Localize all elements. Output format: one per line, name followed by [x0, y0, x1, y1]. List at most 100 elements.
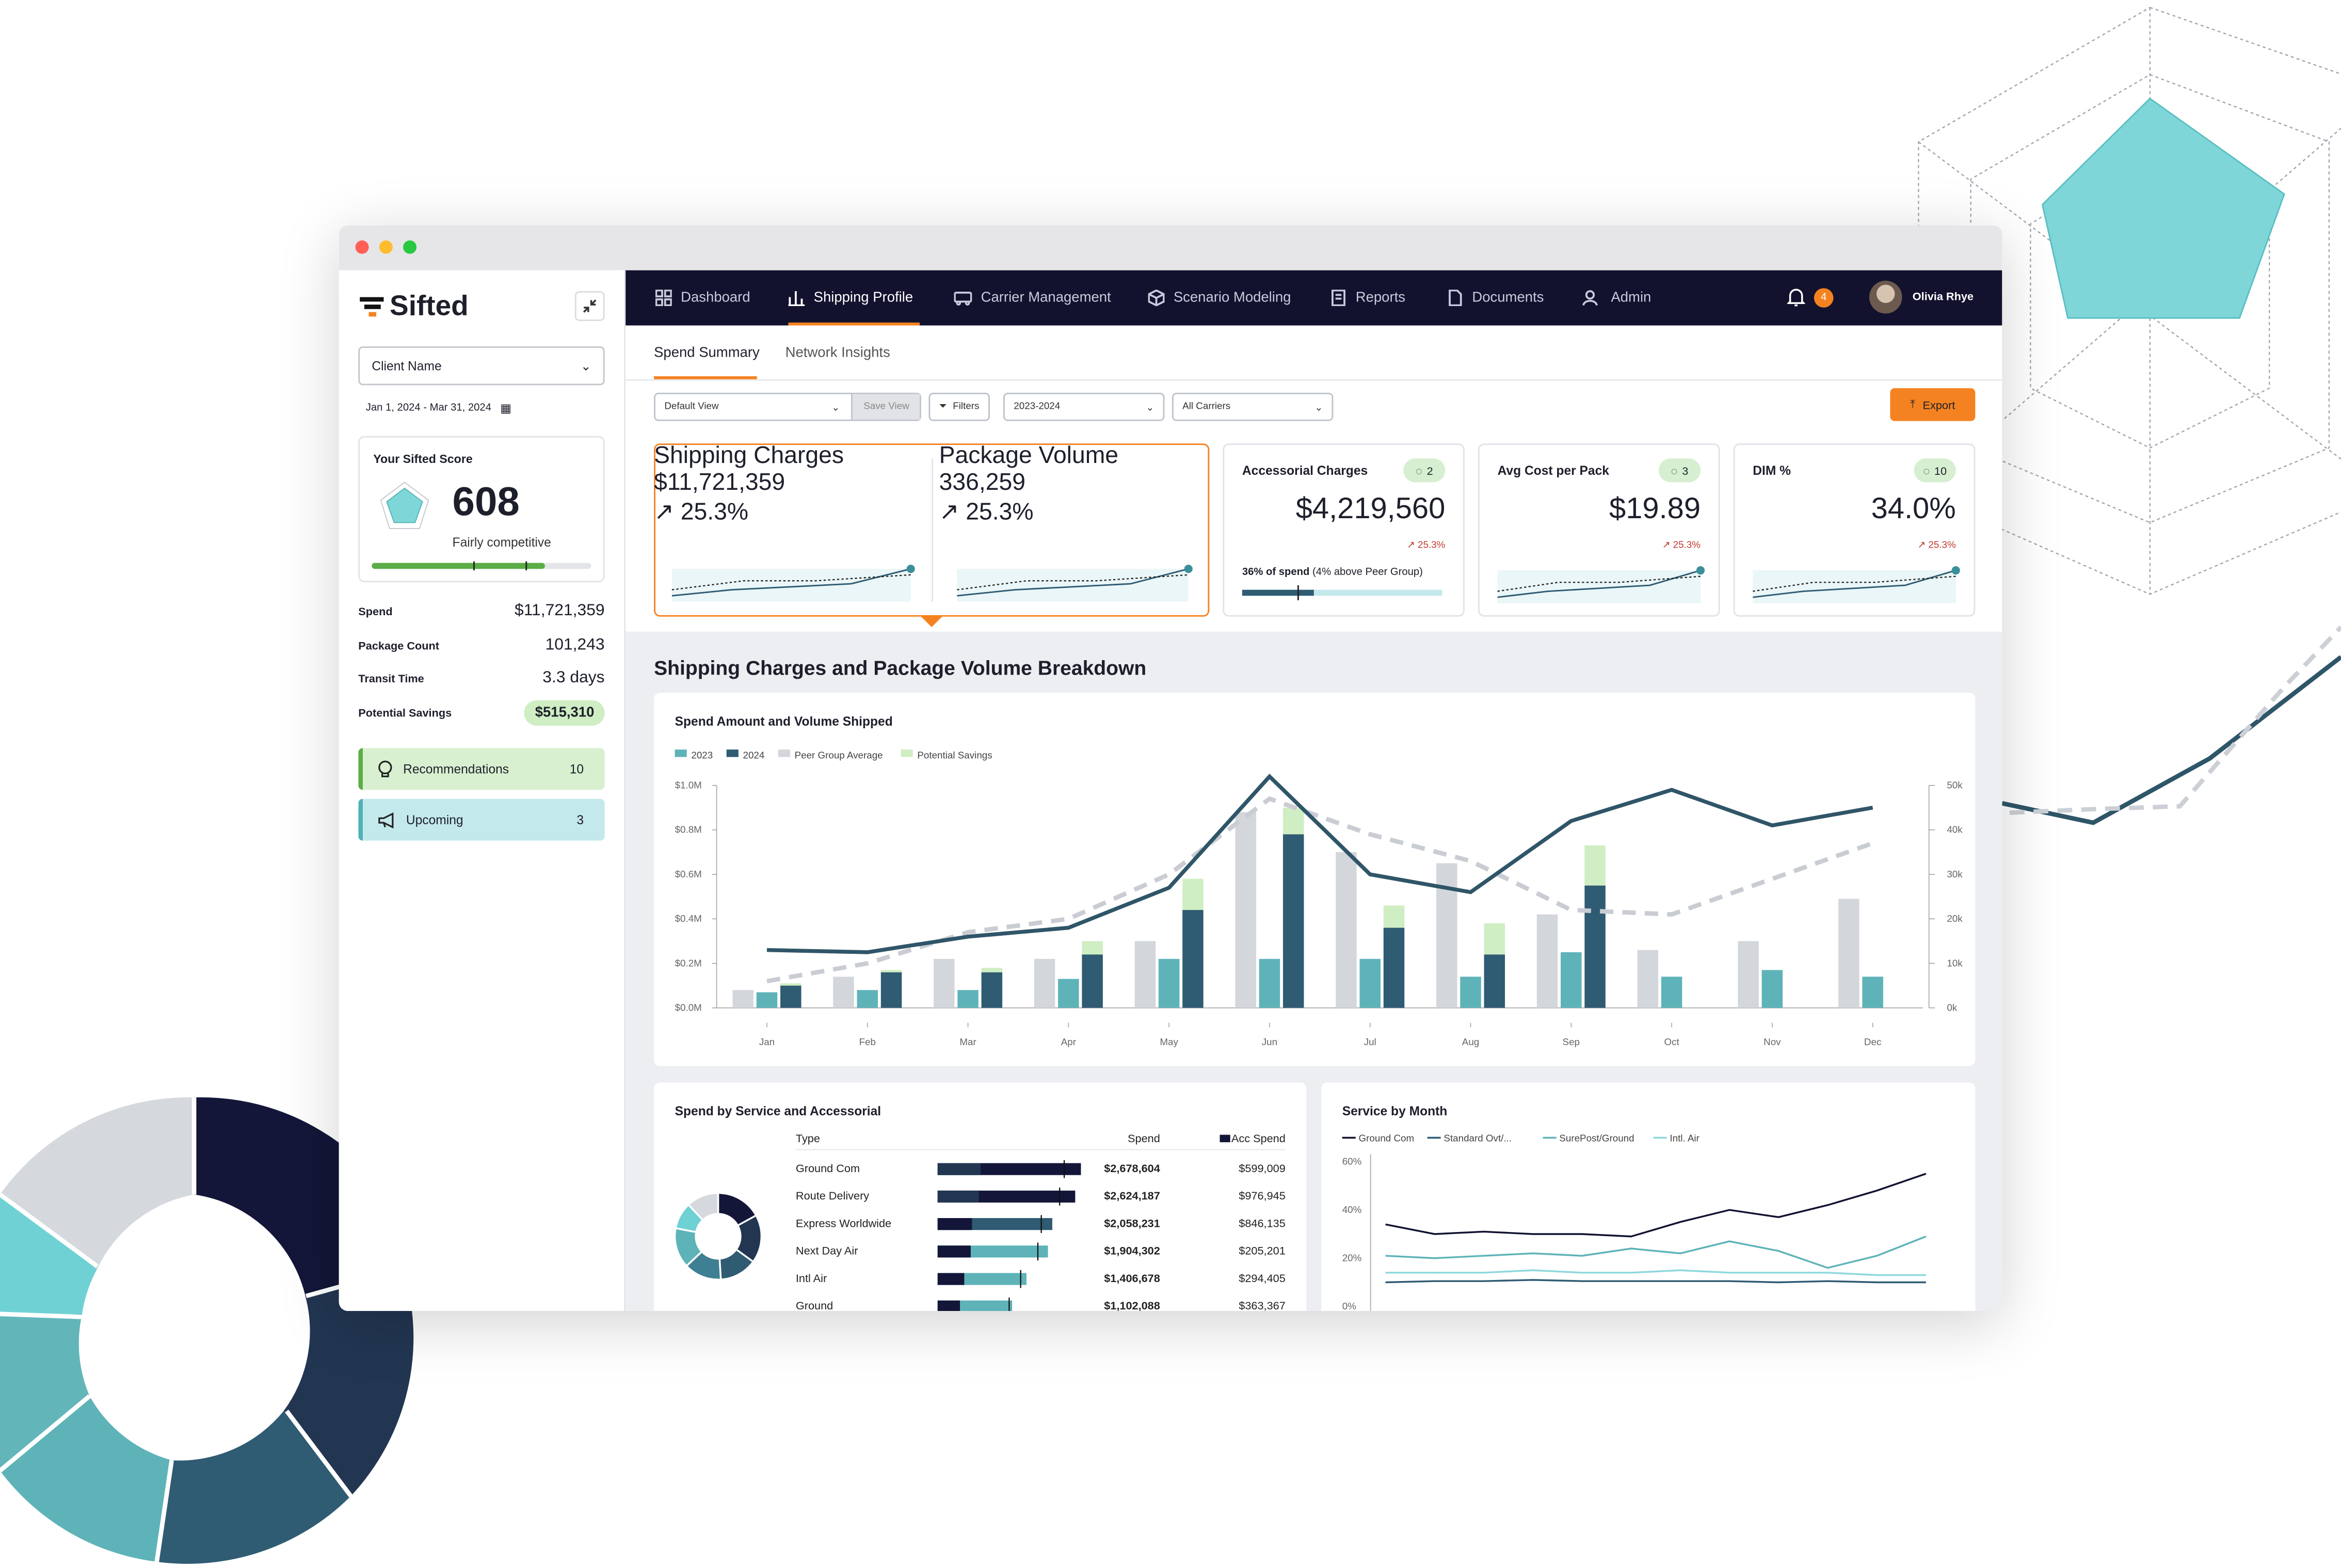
nav-dashboard[interactable]: Dashboard	[655, 270, 750, 326]
divider	[932, 458, 934, 602]
kpi-card[interactable]: Accessorial Charges $4,219,560 ↗ 25.3% ◌ 2 36…	[1223, 443, 1465, 617]
bar-2024	[1282, 834, 1304, 1008]
acc-bar	[937, 1218, 972, 1230]
collapse-sidebar-button[interactable]	[574, 291, 605, 321]
sparkline-line	[957, 568, 1189, 597]
kpi-sparkline	[1753, 566, 1960, 603]
nav-carrier-management[interactable]: Carrier Management	[954, 270, 1111, 326]
bar-2023	[957, 990, 979, 1008]
table-cell-type: Intl Air	[796, 1272, 827, 1285]
view-select[interactable]: Default View ⌄ Save View	[654, 392, 921, 421]
maximize-window-button[interactable]	[403, 240, 417, 254]
y-tick-label: $0.6M	[675, 869, 702, 879]
bar-peer	[1034, 958, 1055, 1008]
kpi-note-bold: 36% of spend	[1242, 567, 1310, 578]
bar-2024	[1182, 910, 1204, 1008]
kpi-title: DIM %	[1753, 462, 1791, 478]
avatar[interactable]	[1869, 280, 1902, 314]
kpi-title: Avg Cost per Pack	[1497, 462, 1609, 478]
tab-spend-summary[interactable]: Spend Summary	[654, 345, 760, 362]
y-tick-label: $0.0M	[675, 1002, 702, 1013]
export-label: Export	[1922, 397, 1955, 411]
sparkline-dot	[1951, 566, 1960, 575]
bar-peer	[833, 977, 854, 1008]
nav-documents[interactable]: Documents	[1447, 270, 1544, 326]
table-header-type: Type	[796, 1132, 820, 1145]
save-view-button[interactable]: Save View	[852, 394, 920, 420]
score-card: Your Sifted Score 608 Fairly competitive	[358, 436, 605, 583]
lightbulb-icon: ◌	[1671, 463, 1678, 477]
filters-button[interactable]: ⏷ Filters	[928, 392, 990, 421]
kpi-badge[interactable]: ◌ 3	[1659, 458, 1701, 483]
export-button[interactable]: ⤒ Export	[1890, 388, 1976, 421]
user-name[interactable]: Olivia Rhye	[1912, 290, 1974, 303]
kpi-value: 34.0%	[1871, 492, 1956, 526]
x-tick-label: Dec	[1864, 1036, 1881, 1047]
notifications-button[interactable]	[1786, 286, 1806, 312]
carrier-select[interactable]: All Carriers ⌄	[1172, 392, 1334, 421]
subtabs: Spend Summary Network Insights	[626, 325, 2002, 381]
stat-package-count: Package Count 101,243	[358, 636, 604, 654]
date-range-text: Jan 1, 2024 - Mar 31, 2024	[365, 403, 491, 414]
savings-badge: $515,310	[524, 700, 605, 726]
kpi-card[interactable]: Avg Cost per Pack $19.89 ↗ 25.3% ◌ 3	[1478, 443, 1720, 617]
kpi-delta: ↗ 25.3%	[1407, 540, 1446, 551]
kpi-card[interactable]: Package Volume 336,259 ↗ 25.3%	[939, 443, 1210, 617]
legend-swatch	[778, 749, 790, 757]
sparkline-dot	[1184, 565, 1193, 573]
kpi-card[interactable]: DIM % 34.0% ↗ 25.3% ◌ 10	[1733, 443, 1976, 617]
kpi-value: $11,721,359	[654, 470, 785, 496]
bar-savings	[880, 970, 902, 972]
table-cell-acc: $846,135	[1239, 1217, 1285, 1229]
kpi-card[interactable]: Shipping Charges $11,721,359 ↗ 25.3%	[654, 443, 932, 617]
client-select-value: Client Name	[372, 358, 442, 374]
stat-label: Potential Savings	[358, 706, 452, 720]
tab-network-insights[interactable]: Network Insights	[785, 345, 890, 362]
table-cell-acc: $205,201	[1239, 1244, 1285, 1257]
kpi-delta: ↗ 25.3%	[654, 500, 748, 526]
legend-label: Peer Group Average	[795, 750, 883, 761]
truck-icon	[954, 292, 972, 306]
kpi-badge-count: 3	[1682, 463, 1689, 477]
nav-admin[interactable]: Admin	[1582, 270, 1651, 326]
y-tick-label: 20%	[1342, 1253, 1362, 1263]
bar-2023	[1359, 958, 1381, 1008]
score-value: 608	[452, 479, 520, 524]
upcoming-button[interactable]: Upcoming 3	[358, 798, 605, 841]
year-select[interactable]: 2023-2024 ⌄	[1003, 392, 1165, 421]
nav-scenario-modeling[interactable]: Scenario Modeling	[1148, 270, 1291, 326]
table-cell-type: Route Delivery	[796, 1189, 869, 1202]
y-tick-label: 0%	[1342, 1301, 1356, 1311]
line-volume	[766, 774, 1873, 954]
score-label: Fairly competitive	[452, 534, 551, 550]
nav-shipping-profile[interactable]: Shipping Profile	[788, 270, 919, 326]
y2-tick-label: 30k	[1947, 869, 1963, 879]
app-window: Sifted Client Name ⌄ Jan 1, 2024 - Mar 3…	[339, 225, 2002, 1311]
kpi-delta: ↗ 25.3%	[1917, 540, 1956, 551]
kpi-sparkline	[671, 565, 915, 602]
bar-peer	[1738, 941, 1759, 1008]
legend-label: 2023	[691, 750, 713, 761]
bar-2023	[1460, 977, 1481, 1008]
nav-label: Carrier Management	[981, 290, 1111, 307]
client-select[interactable]: Client Name ⌄	[358, 346, 605, 386]
close-window-button[interactable]	[355, 240, 369, 254]
date-range[interactable]: Jan 1, 2024 - Mar 31, 2024 ▦	[366, 402, 511, 415]
notification-count-badge: 4	[1814, 288, 1834, 308]
y-tick-label: 40%	[1342, 1204, 1362, 1215]
spend-volume-title: Spend Amount and Volume Shipped	[675, 713, 893, 729]
kpi-badge[interactable]: ◌ 2	[1403, 458, 1446, 483]
stat-transit-time: Transit Time 3.3 days	[358, 669, 604, 687]
bar-savings	[1082, 941, 1103, 955]
sparkline-dot	[1696, 566, 1705, 575]
recommendations-button[interactable]: Recommendations 10	[358, 748, 605, 790]
nav-reports[interactable]: Reports	[1330, 270, 1405, 326]
bar-peer	[1838, 899, 1859, 1008]
kpi-badge[interactable]: ◌ 10	[1914, 458, 1956, 483]
table-cell-acc: $599,009	[1239, 1162, 1285, 1175]
minimize-window-button[interactable]	[379, 240, 393, 254]
legend-swatch	[1220, 1134, 1230, 1143]
x-tick-label: Apr	[1061, 1036, 1076, 1047]
table-cell-acc: $976,945	[1239, 1189, 1285, 1202]
stat-potential-savings: Potential Savings $515,310	[358, 700, 605, 726]
